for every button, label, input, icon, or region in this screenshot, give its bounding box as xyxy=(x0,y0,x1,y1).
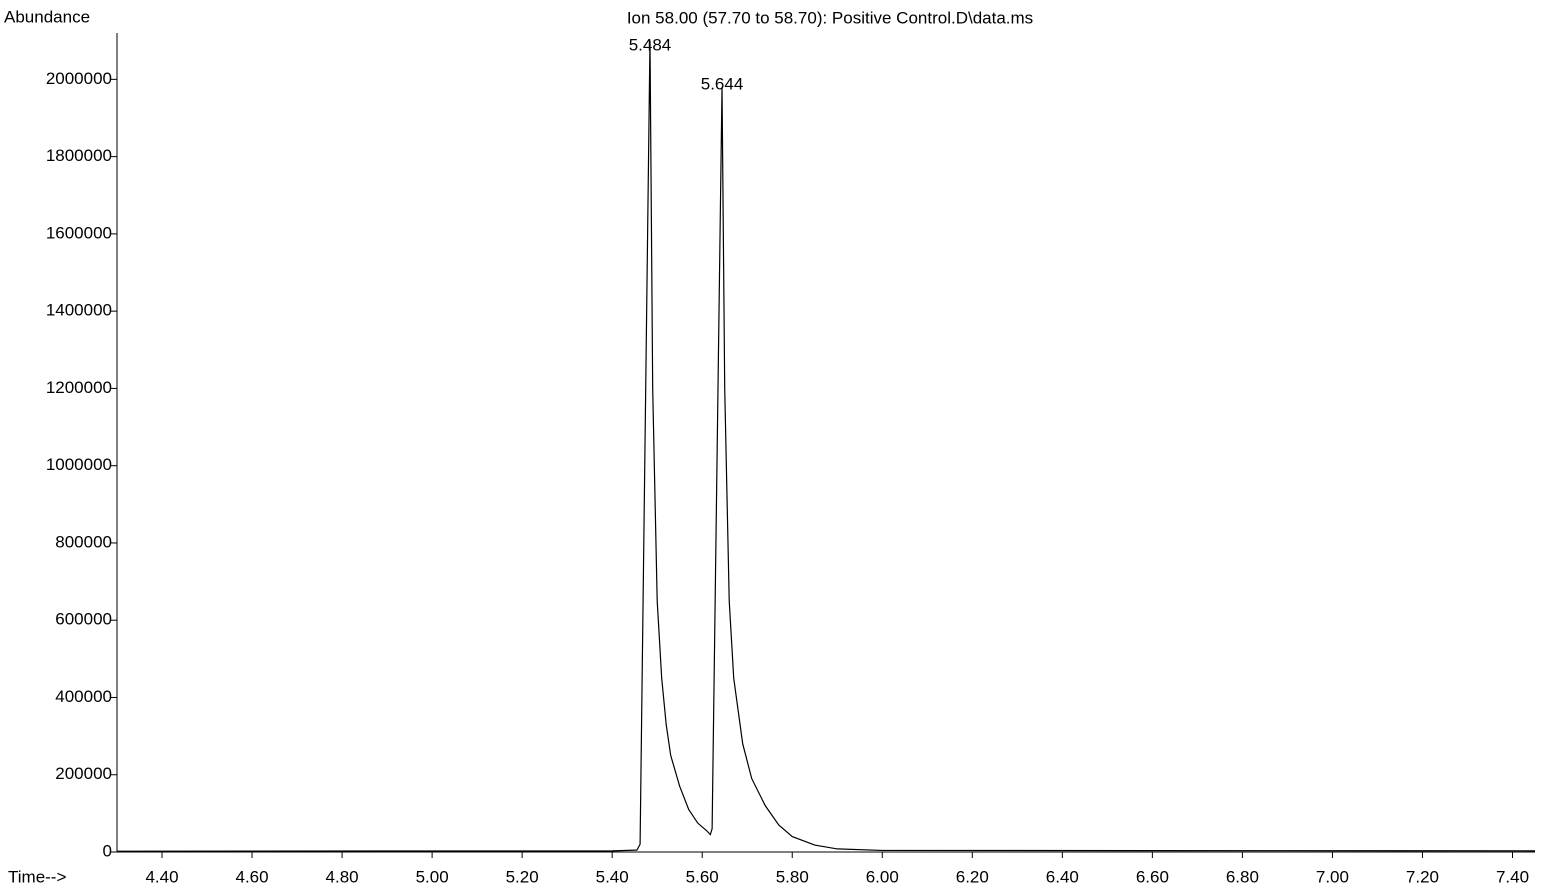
y-tick-label: 0 xyxy=(103,841,112,860)
y-tick-label: 400000 xyxy=(55,687,112,706)
x-tick-label: 5.20 xyxy=(506,867,539,886)
y-tick-label: 1200000 xyxy=(46,378,112,397)
x-tick-label: 6.20 xyxy=(956,867,989,886)
x-tick-label: 7.00 xyxy=(1316,867,1349,886)
x-tick-label: 4.60 xyxy=(236,867,269,886)
x-tick-label: 5.00 xyxy=(416,867,449,886)
y-tick-label: 1000000 xyxy=(46,455,112,474)
x-tick-label: 4.80 xyxy=(326,867,359,886)
x-tick-label: 5.80 xyxy=(776,867,809,886)
y-tick-label: 800000 xyxy=(55,532,112,551)
x-tick-label: 7.40 xyxy=(1496,867,1529,886)
x-tick-label: 6.40 xyxy=(1046,867,1079,886)
y-tick-label: 2000000 xyxy=(46,69,112,88)
y-tick-label: 1800000 xyxy=(46,146,112,165)
y-tick-label: 1600000 xyxy=(46,223,112,242)
x-tick-label: 4.40 xyxy=(145,867,178,886)
x-tick-label: 7.20 xyxy=(1406,867,1439,886)
x-tick-label: 5.60 xyxy=(686,867,719,886)
y-tick-label: 600000 xyxy=(55,610,112,629)
chart-title: Ion 58.00 (57.70 to 58.70): Positive Con… xyxy=(627,8,1033,27)
peak-label: 5.644 xyxy=(701,75,744,94)
trace xyxy=(116,40,1536,852)
y-axis-label: Abundance xyxy=(4,7,90,26)
x-axis-label: Time--> xyxy=(8,867,66,886)
peak-label: 5.484 xyxy=(629,35,672,54)
x-tick-label: 5.40 xyxy=(596,867,629,886)
x-tick-label: 6.80 xyxy=(1226,867,1259,886)
x-tick-label: 6.00 xyxy=(866,867,899,886)
y-tick-label: 1400000 xyxy=(46,301,112,320)
x-tick-label: 6.60 xyxy=(1136,867,1169,886)
y-tick-label: 200000 xyxy=(55,764,112,783)
